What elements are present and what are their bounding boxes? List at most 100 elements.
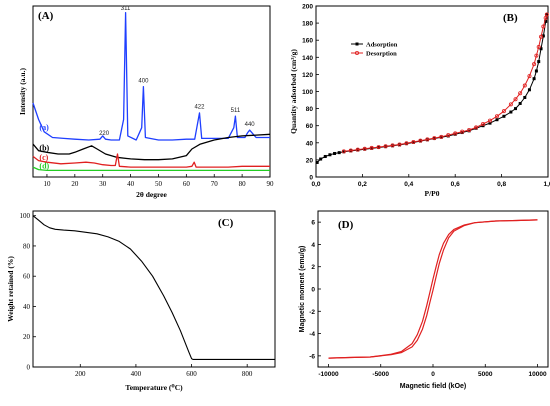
y-tick-label-b-9: 180 <box>302 21 313 28</box>
point-b-1-15 <box>481 121 486 126</box>
point-b-1-25 <box>411 139 416 144</box>
point-b-0-32 <box>518 101 522 105</box>
series-label-a-1: (b) <box>39 143 49 152</box>
point-b-0-29 <box>502 114 506 118</box>
x-tick-label-d-4: 10000 <box>529 371 547 378</box>
x-axis-label-d: Magnetic field (kOe) <box>400 383 467 390</box>
point-b-1-28 <box>390 143 395 148</box>
y-axis-label-d: Magnetic moment (emu/g) <box>299 246 306 333</box>
point-b-0-3 <box>328 153 332 157</box>
y-tick-label-d-5: 4 <box>311 242 315 249</box>
x-axis-label-a: 2θ degree <box>136 190 167 199</box>
point-b-0-24 <box>467 129 471 133</box>
point-b-0-34 <box>527 88 531 92</box>
y-axis-label-a: Intensity (a.u.) <box>18 68 27 115</box>
plot-frame-a <box>32 5 271 178</box>
point-b-1-23 <box>425 137 430 142</box>
series-c-0 <box>32 215 275 360</box>
point-b-1-19 <box>453 131 458 136</box>
x-tick-label-d-2: 0 <box>431 371 435 378</box>
point-b-0-1 <box>319 157 323 161</box>
y-tick-label-b-2: 40 <box>306 140 314 147</box>
point-b-1-6 <box>532 62 537 67</box>
point-b-0-40 <box>544 19 548 23</box>
point-b-0-41 <box>545 13 549 17</box>
peak-label-a-4: 511 <box>231 108 241 114</box>
x-tick-label-c-1: 400 <box>131 370 142 378</box>
x-tick-label-d-1: -5000 <box>372 371 389 378</box>
point-b-0-28 <box>495 118 499 122</box>
point-b-1-2 <box>541 24 546 29</box>
x-tick-label-a-3: 40 <box>127 180 135 188</box>
panel-label-b: (B) <box>503 12 518 24</box>
point-b-0-2 <box>323 154 327 158</box>
series-label-a-3: (d) <box>39 161 49 170</box>
panel-label-d: (D) <box>338 219 354 231</box>
point-b-0-5 <box>337 151 341 155</box>
legend-label-b-0: Adsorption <box>366 41 398 48</box>
point-b-1-12 <box>501 109 506 114</box>
point-b-0-21 <box>446 134 450 138</box>
panel-d: -6 -4 -2 0 2 4 6 -10000 -5000 0 5000 10000 Magnetic … <box>299 210 549 390</box>
x-tick-label-c-2: 600 <box>186 370 197 378</box>
legend-marker-b-0 <box>355 42 359 46</box>
x-tick-label-b-2: 0,4 <box>404 181 413 188</box>
point-b-0-0 <box>315 160 319 164</box>
x-axis-label-c: Temperature (⁰C) <box>125 383 183 392</box>
y-tick-label-d-3: 0 <box>311 287 315 294</box>
point-b-1-9 <box>518 91 523 96</box>
y-tick-label-c-2: 40 <box>23 303 31 311</box>
point-b-0-6 <box>342 150 346 154</box>
y-tick-label-b-5: 100 <box>302 89 313 96</box>
point-b-1-18 <box>460 129 465 134</box>
panel-b: 0 20 40 60 80 100 120 140 160 180 200 0,0 0,2 0,4 0,6 0… <box>289 4 550 199</box>
point-b-1-21 <box>439 134 444 139</box>
point-b-1-27 <box>397 142 402 147</box>
point-b-1-32 <box>362 146 367 151</box>
y-tick-label-d-6: 6 <box>311 220 315 227</box>
y-tick-label-b-7: 140 <box>302 55 313 62</box>
y-tick-label-b-10: 200 <box>302 4 313 11</box>
point-b-0-25 <box>474 126 478 130</box>
peak-label-a-0: 311 <box>121 6 131 12</box>
x-tick-label-d-3: 5000 <box>478 371 493 378</box>
legend-label-b-1: Desorption <box>366 50 397 57</box>
point-b-1-7 <box>527 74 532 79</box>
point-b-1-29 <box>383 144 388 149</box>
plot-frame-c <box>32 210 276 368</box>
point-b-0-37 <box>537 60 541 64</box>
y-tick-label-d-2: -2 <box>309 309 315 316</box>
y-tick-label-c-5: 100 <box>20 212 31 220</box>
x-tick-label-a-2: 30 <box>99 180 107 188</box>
point-b-0-35 <box>532 77 536 81</box>
legend-marker-b-1 <box>354 51 359 56</box>
point-b-1-8 <box>522 83 527 88</box>
point-b-1-5 <box>534 53 539 58</box>
x-tick-label-a-4: 50 <box>155 180 163 188</box>
series-a-3 <box>32 166 270 172</box>
panel-a: 10 20 30 40 50 60 70 80 90 (a) (b)(c)(d) 311 220 400 4… <box>18 5 274 199</box>
peak-label-a-2: 400 <box>138 78 149 84</box>
point-b-1-11 <box>508 102 513 107</box>
series-a-2 <box>32 153 270 168</box>
y-tick-label-c-1: 20 <box>23 333 31 341</box>
y-tick-label-c-4: 80 <box>23 242 31 250</box>
point-b-0-4 <box>333 151 337 155</box>
point-b-0-33 <box>523 95 527 99</box>
point-b-0-30 <box>509 110 513 114</box>
point-b-1-34 <box>348 148 353 153</box>
point-b-0-36 <box>534 69 538 73</box>
y-tick-label-b-4: 80 <box>306 106 314 113</box>
point-b-1-3 <box>539 34 544 39</box>
point-b-1-33 <box>355 147 360 152</box>
series-label-a-0: (a) <box>39 123 49 132</box>
y-axis-label-b: Quantity adsorbed (cm³/g) <box>289 49 298 134</box>
x-tick-label-a-1: 20 <box>71 180 79 188</box>
point-b-1-0 <box>544 12 549 17</box>
panel-c: 0 20 40 60 80 100 200 400 600 800 Temperature (⁰C)… <box>6 210 276 392</box>
panel-label-a: (A) <box>38 10 54 22</box>
y-tick-label-b-0: 0 <box>309 175 313 182</box>
point-b-0-39 <box>541 34 545 38</box>
x-tick-label-b-0: 0,0 <box>311 181 320 188</box>
